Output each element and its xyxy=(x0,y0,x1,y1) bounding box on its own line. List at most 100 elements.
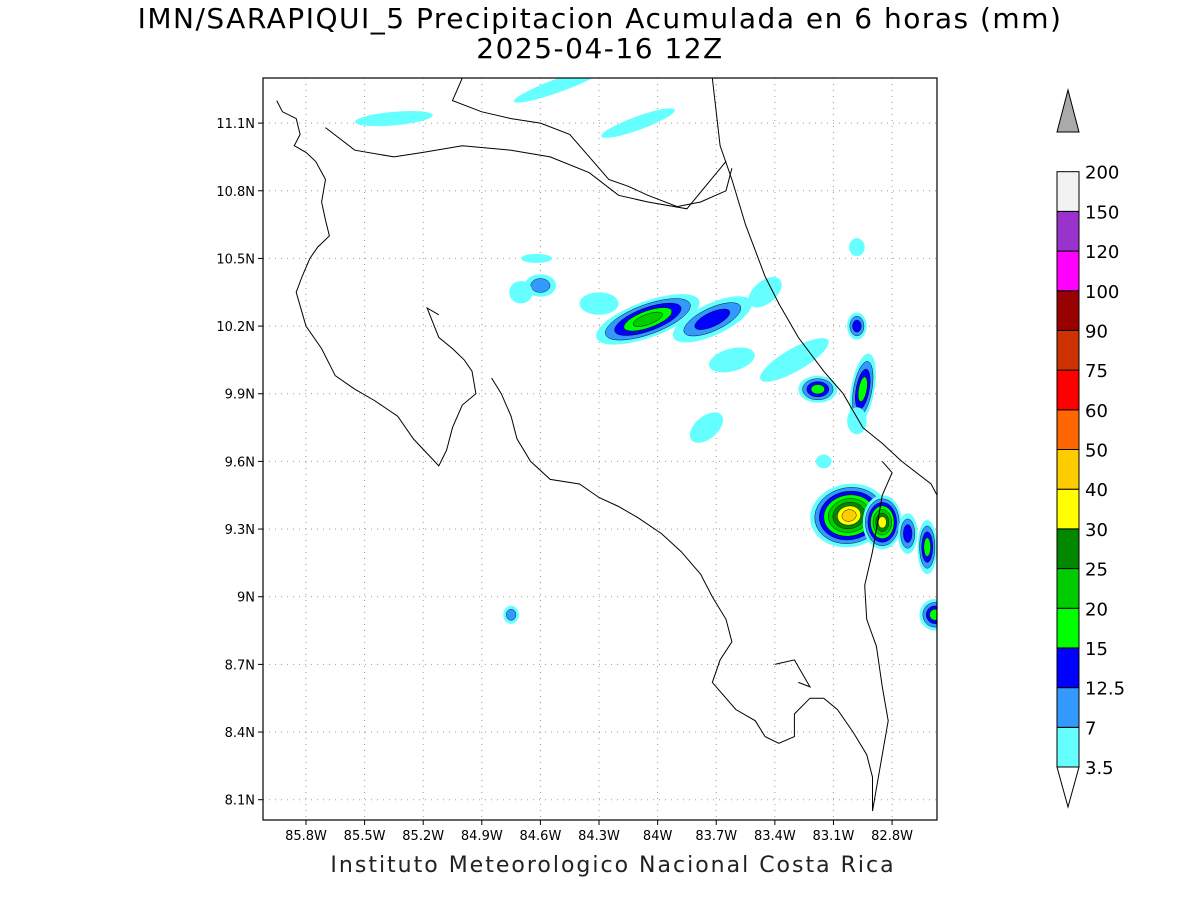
precip-cell xyxy=(798,375,838,403)
colorbar-label: 40 xyxy=(1085,480,1108,501)
axis-ticks: 11.1N 10.8N 10.5N 10.2N 9.9N 9.6N 9.3N 9N 8.7N 8.… xyxy=(216,117,913,844)
colorbar-low-arrow xyxy=(1056,766,1080,809)
chart-title: IMN/SARAPIQUI_5 Precipitacion Acumulada … xyxy=(137,2,1063,35)
lon-tick-label: 83.7W xyxy=(695,829,737,844)
precip-contour xyxy=(579,292,619,315)
precip-cell xyxy=(509,280,533,304)
precip-cell xyxy=(513,78,606,103)
lat-tick-label: 9.3N xyxy=(225,523,255,538)
colorbar-segment xyxy=(1056,647,1080,689)
precip-cell xyxy=(354,111,433,127)
lon-tick-label: 85.2W xyxy=(402,829,444,844)
colorbar-label: 75 xyxy=(1085,361,1108,382)
precip-contour xyxy=(852,319,862,333)
colorbar-label: 60 xyxy=(1085,401,1108,422)
precip-contour xyxy=(513,78,606,103)
precip-cell xyxy=(919,598,937,631)
precip-cell xyxy=(672,296,752,343)
colorbar-segment xyxy=(1056,607,1080,649)
lat-tick-label: 8.7N xyxy=(225,658,255,673)
colorbar-segment xyxy=(1056,210,1080,252)
lon-tick-label: 82.8W xyxy=(871,829,913,844)
precip-contour xyxy=(694,308,731,330)
precip-cell xyxy=(760,338,829,382)
lon-tick-label: 84W xyxy=(643,829,673,844)
precip-contour xyxy=(903,524,913,543)
colorbar-label: 3.5 xyxy=(1085,758,1114,779)
lon-tick-label: 84.6W xyxy=(520,829,562,844)
lat-tick-label: 10.8N xyxy=(216,185,255,200)
precip-contour xyxy=(849,238,865,257)
precip-contour xyxy=(877,516,887,529)
precip-cell xyxy=(520,253,553,263)
precip-contour xyxy=(530,278,551,293)
precip-contour xyxy=(923,537,931,557)
coastline-segment xyxy=(451,78,733,208)
lat-tick-label: 8.1N xyxy=(225,794,255,809)
precip-cell xyxy=(748,277,782,308)
precip-cell xyxy=(601,108,675,138)
lat-tick-label: 8.4N xyxy=(225,726,255,741)
colorbar-label: 20 xyxy=(1085,599,1108,620)
precip-contour xyxy=(509,280,533,304)
lon-tick-label: 84.9W xyxy=(461,829,503,844)
coastline-segment xyxy=(491,377,873,811)
precip-contour xyxy=(760,338,829,382)
precip-contour xyxy=(689,412,724,443)
precip-cell xyxy=(709,347,755,373)
precip-cell xyxy=(847,407,867,435)
border-segment xyxy=(325,127,727,210)
lat-tick-label: 9.6N xyxy=(225,455,255,470)
colorbar-label: 100 xyxy=(1085,282,1119,303)
colorbar-label: 12.5 xyxy=(1085,679,1125,700)
precip-cell xyxy=(815,454,832,469)
colorbar-segment xyxy=(1056,250,1080,292)
colorbar-segment xyxy=(1056,171,1080,212)
institution-credit: Instituto Meteorologico Nacional Costa R… xyxy=(330,853,896,878)
precip-contour xyxy=(601,108,675,138)
precip-contour xyxy=(841,509,857,522)
colorbar-label: 200 xyxy=(1085,163,1119,184)
colorbar-segment xyxy=(1056,369,1080,411)
colorbar-segment xyxy=(1056,329,1080,371)
lon-tick-label: 85.5W xyxy=(344,829,386,844)
precip-cell xyxy=(849,238,865,257)
colorbar-label: 30 xyxy=(1085,520,1108,541)
colorbar-segment xyxy=(1056,687,1080,728)
border-segment xyxy=(864,461,893,812)
precip-contour xyxy=(857,376,868,402)
precip-contour xyxy=(929,609,937,621)
precip-cell xyxy=(917,520,937,575)
colorbar-segment xyxy=(1056,290,1080,331)
lat-tick-label: 10.5N xyxy=(216,252,255,267)
precip-field xyxy=(354,78,937,631)
colorbar-label: 7 xyxy=(1085,718,1096,739)
lon-tick-label: 85.8W xyxy=(285,829,327,844)
precip-contour xyxy=(632,311,663,327)
precip-cell xyxy=(897,513,918,554)
colorbar-label: 120 xyxy=(1085,242,1119,263)
precip-cell xyxy=(862,495,902,550)
lon-tick-label: 83.1W xyxy=(813,829,855,844)
lon-tick-label: 84.3W xyxy=(578,829,620,844)
lat-tick-label: 9N xyxy=(237,591,255,606)
lat-tick-label: 9.9N xyxy=(225,388,255,403)
precip-contour xyxy=(506,609,517,621)
colorbar-high-arrow xyxy=(1056,88,1080,133)
precip-cell xyxy=(689,412,724,443)
precip-contour xyxy=(354,111,433,127)
colorbar-label: 25 xyxy=(1085,560,1108,581)
graticule xyxy=(263,78,937,820)
colorbar-label: 15 xyxy=(1085,639,1108,660)
precip-cell xyxy=(847,312,867,340)
lat-tick-label: 10.2N xyxy=(216,320,255,335)
coastline-segment xyxy=(276,100,477,467)
precip-contour xyxy=(815,454,832,469)
colorbar-segment xyxy=(1056,726,1080,768)
precip-cell xyxy=(524,274,557,297)
coastline xyxy=(276,78,937,812)
precip-cell xyxy=(503,605,519,624)
colorbar-segment xyxy=(1056,409,1080,450)
coastline-segment xyxy=(774,659,812,688)
